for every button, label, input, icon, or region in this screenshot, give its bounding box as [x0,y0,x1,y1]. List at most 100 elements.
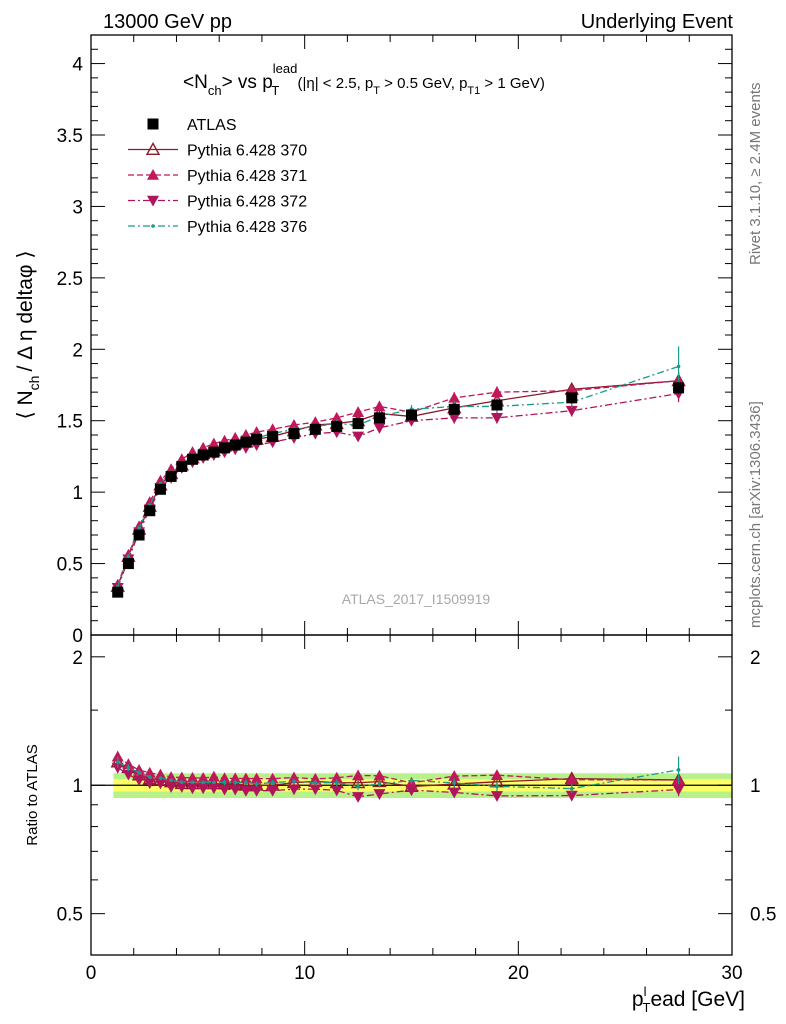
ratio-tick-label-right: 1 [750,776,761,797]
data-point [330,411,343,423]
ratio-point [122,758,135,770]
data-point [288,428,300,440]
ratio-point [448,787,461,799]
ratio-series-p372 [111,762,685,803]
ratio-point [565,790,578,802]
ratio-point [133,775,146,787]
ratio-point [409,778,414,783]
y-tick-label: 0 [72,626,83,647]
legend-marker [147,195,159,207]
ratio-point [270,780,275,785]
series-line-p376 [117,365,679,587]
data-point [676,364,681,369]
legend-marker [147,169,159,180]
data-point [566,392,578,404]
ratio-point [244,780,248,785]
data-point [144,505,156,517]
x-tick-label: 10 [294,963,315,984]
ratio-point [207,783,220,795]
ratio-point [330,785,343,797]
data-point [448,391,461,403]
data-point [165,470,177,482]
ratio-point [180,780,184,784]
data-point [137,526,141,530]
ratio-point [239,786,252,797]
y-tick-label: 0.5 [57,555,83,576]
y-tick-label: 1.5 [57,412,83,433]
data-point [406,409,417,421]
ratio-plot-marks [91,750,732,803]
ratio-point [373,789,386,800]
data-point [219,442,231,454]
data-point [373,400,386,412]
ratio-point [197,772,210,783]
data-point [126,554,131,559]
data-point [331,420,343,432]
ratio-point [218,772,231,784]
ratio-point [569,786,574,791]
ratio-point [313,780,318,785]
series-p371 [111,372,685,590]
data-point [251,433,263,445]
ratio-point [405,785,418,797]
ratio-series-p376 [115,756,681,794]
legend-entry-p372: Pythia 6.428 372 [128,194,307,211]
ratio-tick-label-right: 0.5 [750,905,776,926]
ratio-point [165,782,178,793]
y-tick-label: 1 [72,483,83,504]
y-tick-label: 2.5 [57,269,83,290]
y-axis-label: ⟨ Nch/ Δ η deltaφ ⟩ [14,250,42,419]
data-point [207,437,220,449]
data-point [229,439,241,451]
ratio-point [143,778,156,790]
ratio-point [137,770,141,775]
data-point [565,405,578,417]
data-point [197,449,209,461]
legend: ATLAS Pythia 6.428 370 Pythia 6.428 371 Pyt… [128,117,307,236]
legend-entry-p371: Pythia 6.428 371 [128,168,307,185]
series-data [112,382,685,598]
data-point [154,483,166,495]
data-point [112,586,124,598]
series-p370 [110,372,686,592]
data-point [352,406,365,417]
series-line-p370 [117,380,679,587]
legend-entry-p370: Pythia 6.428 370 [128,142,307,160]
ratio-point [229,784,242,796]
ratio-point [175,782,188,793]
rivet-version-label: Rivet 3.1.10, ≥ 2.4M events [747,83,764,266]
y-tick-label: 3.5 [57,126,83,147]
x-tick-label: 0 [86,963,97,984]
ratio-point [377,782,382,786]
ratio-point [309,772,322,784]
ratio-point [287,771,300,783]
plot-title: <Nch> vs plead T (|η| < 2.5, pT > 0.5 GeV… [183,61,545,98]
data-point [208,446,220,458]
legend-entry-data: ATLAS [147,117,237,134]
data-point [133,529,145,541]
ratio-point [250,785,263,797]
ratio-point [212,780,216,785]
ratio-y-axis-label: Ratio to ATLAS [24,744,41,845]
data-point [373,412,385,424]
legend-label: Pythia 6.428 371 [187,168,307,185]
mcplots-label: mcplots.cern.ch [arXiv:1306.3436] [747,401,764,628]
ratio-point [452,781,457,785]
ratio-point [373,769,386,781]
data-point [122,558,134,570]
ratio-point [330,771,343,783]
ratio-point [352,769,365,781]
ratio-point [309,784,322,796]
axis-ticks: 0 10 20 30 0 0.5 1 1.5 2 2.5 3 3.5 4 0.5 0.5 1 1 2 2 [57,35,776,984]
ratio-point [266,772,279,784]
legend-marker [151,224,155,228]
data-point [490,413,503,424]
x-axis-label: pl Tead [GeV] [632,984,745,1015]
series-p372 [111,385,685,594]
ratio-point [147,775,152,779]
ratio-point [250,772,263,784]
y-tick-label: 4 [72,55,83,76]
ratio-tick-label: 1 [72,776,83,797]
data-point [491,399,503,411]
